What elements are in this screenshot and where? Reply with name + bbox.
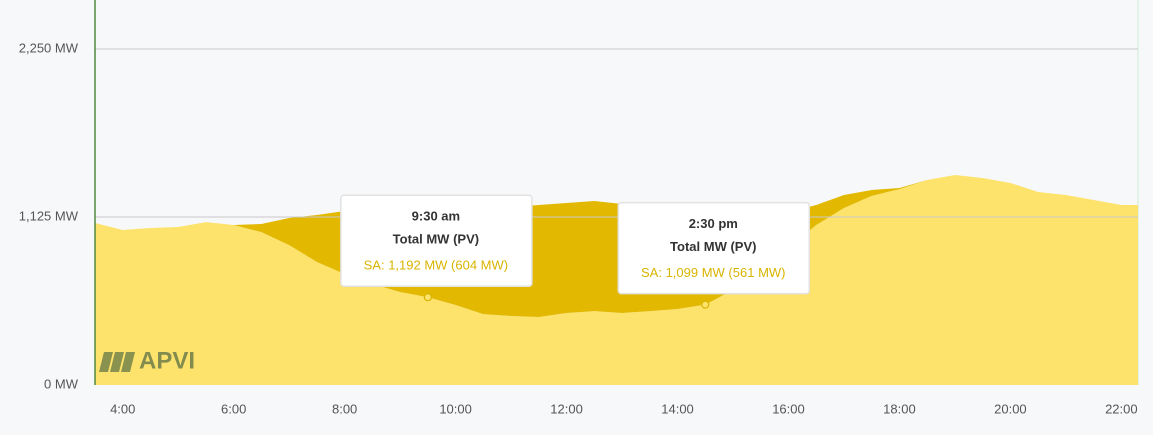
y-tick-label: 0 MW [44, 376, 79, 391]
tooltip-box [617, 201, 811, 295]
x-tick-label: 18:00 [883, 401, 916, 416]
tooltip-text: SA: 1,192 MW (604 MW) [364, 258, 508, 273]
tooltip-title: 9:30 am [412, 209, 460, 224]
x-tick-label: 6:00 [221, 401, 246, 416]
x-tick-label: 4:00 [110, 401, 135, 416]
logo-icon [110, 352, 124, 372]
tooltip: 9:30 am Total MW (PV) SA: 1,192 MW (604 MW… [340, 194, 533, 287]
logo-icon [121, 352, 135, 372]
x-tick-label: 8:00 [332, 401, 357, 416]
tooltip-box [340, 194, 533, 287]
logo-icon [99, 352, 113, 372]
x-tick-label: 12:00 [550, 401, 583, 416]
tooltip: 2:30 pm Total MW (PV) SA: 1,099 MW (561 MW… [617, 201, 811, 295]
point-marker [423, 293, 432, 302]
tooltip-title: 2:30 pm [689, 216, 738, 231]
y-tick-label: 1,125 MW [19, 208, 79, 223]
x-tick-label: 22:00 [1105, 401, 1138, 416]
tooltip-text: SA: 1,099 MW (561 MW) [641, 265, 785, 280]
x-tick-label: 14:00 [661, 401, 694, 416]
tooltip-subtitle: Total MW (PV) [393, 232, 479, 247]
logo: APVI [99, 347, 195, 374]
logo-text: APVI [139, 347, 195, 374]
tooltip-subtitle: Total MW (PV) [670, 239, 756, 254]
x-tick-label: 10:00 [439, 401, 472, 416]
x-tick-label: 16:00 [772, 401, 805, 416]
point-marker [701, 300, 710, 309]
area [95, 175, 1138, 385]
y-tick-label: 2,250 MW [19, 40, 79, 55]
x-tick-label: 20:00 [994, 401, 1027, 416]
